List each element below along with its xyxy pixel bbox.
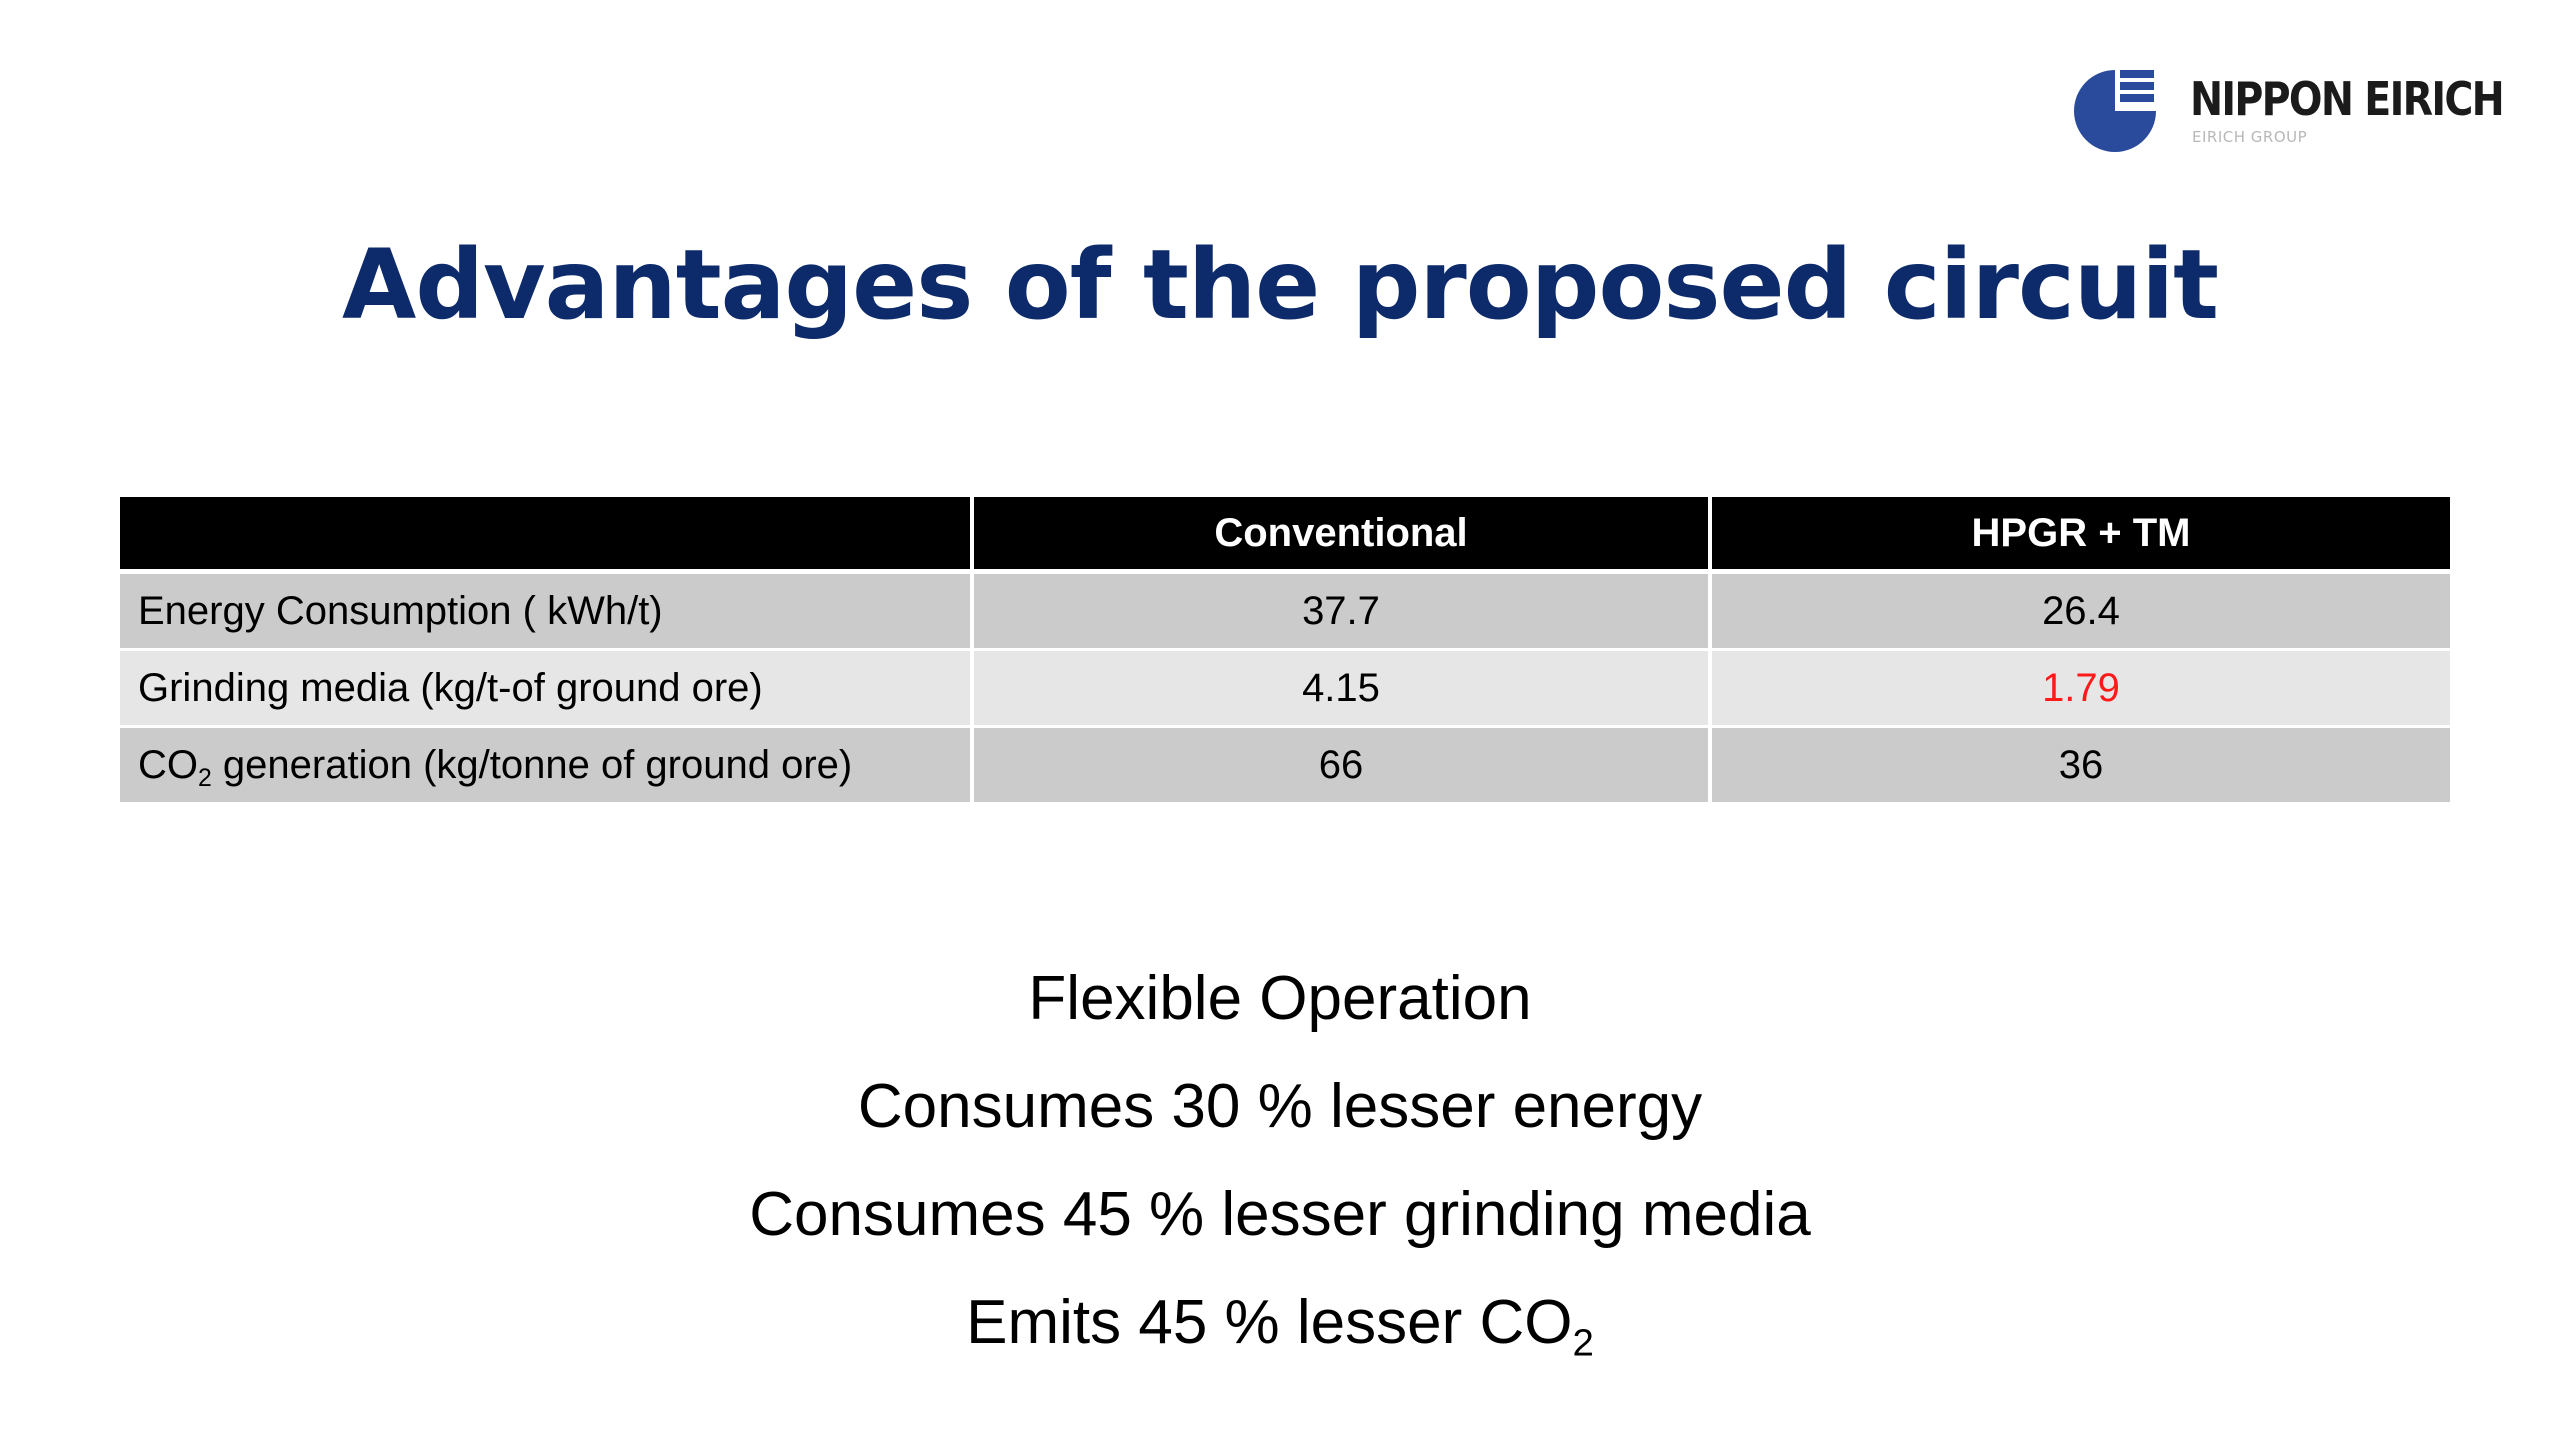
cell-hpgr-tm-energy: 26.4 (1708, 570, 2450, 650)
row-label-co2: CO2 generation (kg/tonne of ground ore) (120, 725, 972, 802)
row-label-co2-subscript: 2 (198, 764, 212, 792)
row-label-co2-suffix: generation (kg/tonne of ground ore) (211, 742, 853, 787)
comparison-table: Conventional HPGR + TM Energy Consumptio… (120, 497, 2450, 802)
point-energy: Consumes 30 % lesser energy (857, 1072, 1703, 1141)
logo-subtitle: EIRICH GROUP (2192, 128, 2308, 146)
slide-title: Advantages of the proposed circuit (342, 229, 2219, 341)
point-co2-subscript: 2 (1572, 1321, 1594, 1365)
nippon-eirich-logo-mark (2074, 70, 2156, 152)
table-row: Grinding media (kg/t-of ground ore) 4.15… (120, 648, 2450, 727)
cell-hpgr-tm-grinding-media: 1.79 (1708, 648, 2450, 727)
header-cell-hpgr-tm: HPGR + TM (1708, 497, 2450, 574)
row-label-energy: Energy Consumption ( kWh/t) (120, 570, 972, 650)
cell-conventional-co2: 66 (970, 725, 1710, 802)
point-grinding-media: Consumes 45 % lesser grinding media (749, 1180, 1811, 1249)
cell-conventional-energy: 37.7 (970, 570, 1710, 650)
table-header-row: Conventional HPGR + TM (120, 497, 2450, 574)
summary-points: Flexible Operation Consumes 30 % lesser … (0, 945, 2560, 1377)
point-co2: Emits 45 % lesser CO2 (0, 1269, 2560, 1377)
company-logo: NIPPON EIRICH EIRICH GROUP (2070, 66, 2530, 166)
point-co2-prefix: Emits 45 % lesser CO (966, 1288, 1573, 1357)
table-row: Energy Consumption ( kWh/t) 37.7 26.4 (120, 570, 2450, 650)
table-row: CO2 generation (kg/tonne of ground ore) … (120, 725, 2450, 802)
row-label-grinding-media: Grinding media (kg/t-of ground ore) (120, 648, 972, 727)
cell-conventional-grinding-media: 4.15 (970, 648, 1710, 727)
point-flexible-operation: Flexible Operation (1028, 964, 1532, 1033)
cell-hpgr-tm-co2: 36 (1708, 725, 2450, 802)
logo-name: NIPPON EIRICH (2190, 72, 2505, 126)
header-cell-empty (120, 497, 972, 574)
header-cell-conventional: Conventional (970, 497, 1710, 574)
row-label-co2-prefix: CO (138, 742, 198, 787)
